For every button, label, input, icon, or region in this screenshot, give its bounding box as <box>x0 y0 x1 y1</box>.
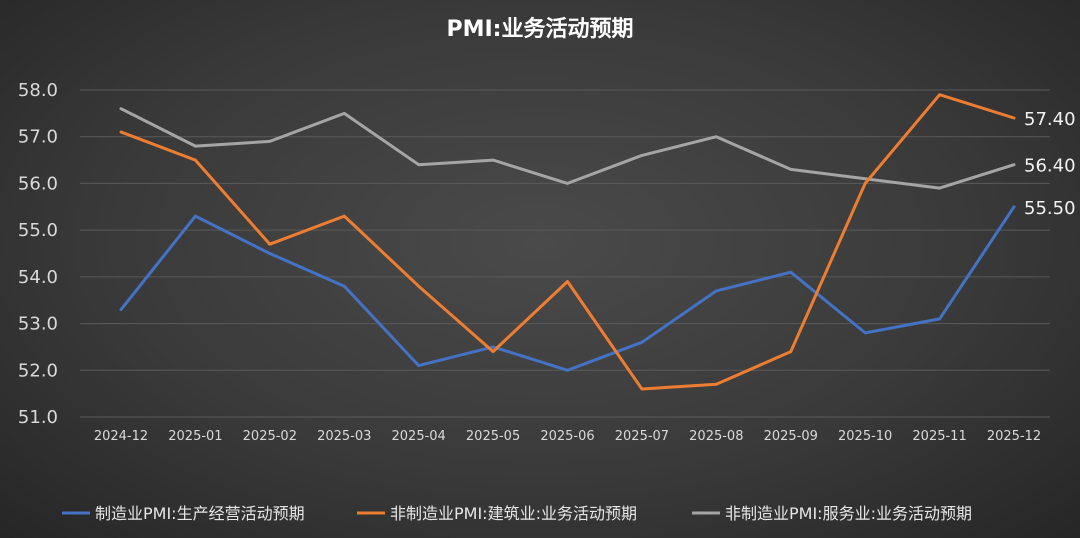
x-tick-label: 2025-03 <box>317 429 371 444</box>
x-tick-label: 2025-04 <box>392 429 446 444</box>
x-tick-label: 2025-11 <box>912 429 966 444</box>
y-tick-label: 57.0 <box>18 127 58 148</box>
chart-title: PMI:业务活动预期 <box>446 17 633 42</box>
x-tick-label: 2025-07 <box>615 429 669 444</box>
y-tick-label: 52.0 <box>18 360 58 381</box>
series-line-1 <box>119 93 1016 391</box>
x-tick-label: 2024-12 <box>94 429 148 444</box>
x-tick-label: 2025-05 <box>466 429 520 444</box>
y-tick-label: 51.0 <box>18 407 58 428</box>
x-tick-label: 2025-06 <box>540 429 594 444</box>
y-tick-label: 56.0 <box>18 173 58 194</box>
legend-label-2: 非制造业PMI:服务业:业务活动预期 <box>725 504 972 523</box>
x-tick-label: 2025-09 <box>764 429 818 444</box>
end-value-label-0: 55.50 <box>1024 198 1076 219</box>
x-tick-label: 2025-12 <box>987 429 1041 444</box>
y-axis-ticks: 51.0 52.0 53.0 54.0 55.0 56.0 57.0 58.0 <box>18 80 58 428</box>
y-tick-label: 53.0 <box>18 314 58 335</box>
x-axis-ticks: 2024-12 2025-01 2025-02 2025-03 2025-04 2025-… <box>94 429 1041 444</box>
x-tick-label: 2025-02 <box>243 429 297 444</box>
series-line-2 <box>119 107 1016 190</box>
x-tick-label: 2025-10 <box>838 429 892 444</box>
legend-label-0: 制造业PMI:生产经营活动预期 <box>95 504 305 523</box>
series-lines <box>119 93 1016 391</box>
y-tick-label: 55.0 <box>18 220 58 241</box>
y-tick-label: 54.0 <box>18 267 58 288</box>
x-tick-label: 2025-01 <box>168 429 222 444</box>
end-value-label-2: 56.40 <box>1024 156 1076 177</box>
data-labels: 56.40 55.50 57.40 <box>1024 109 1076 219</box>
x-tick-label: 2025-08 <box>689 429 743 444</box>
series-line-0 <box>119 205 1016 372</box>
end-value-label-1: 57.40 <box>1024 109 1076 130</box>
legend: 制造业PMI:生产经营活动预期 非制造业PMI:建筑业:业务活动预期 非制造业PMI… <box>62 504 972 523</box>
legend-label-1: 非制造业PMI:建筑业:业务活动预期 <box>390 504 637 523</box>
y-tick-label: 58.0 <box>18 80 58 101</box>
